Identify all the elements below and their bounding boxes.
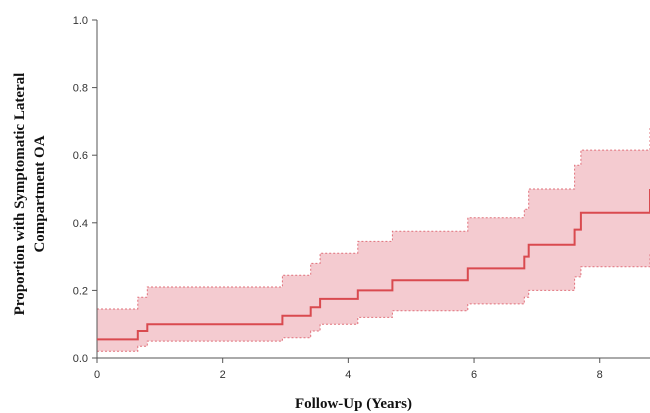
y-tick-label: 1.0 bbox=[73, 15, 88, 27]
tick-marks: 0.0 0.2 0.4 0.6 0.8 1.0 0 2 4 6 8 bbox=[73, 15, 603, 381]
x-tick-label: 4 bbox=[345, 369, 351, 381]
x-tick-label: 0 bbox=[94, 369, 100, 381]
estimate-line bbox=[97, 189, 650, 341]
survival-curve bbox=[97, 189, 650, 341]
ci-band-fill bbox=[97, 126, 650, 352]
y-axis-title-line-1: Proportion with Symptomatic Lateral bbox=[12, 73, 28, 316]
y-tick-label: 0.2 bbox=[73, 285, 88, 297]
ci-lower-line bbox=[97, 253, 650, 352]
confidence-band bbox=[97, 126, 650, 352]
y-axis-title-line-2: Compartment OA bbox=[32, 135, 48, 252]
y-axis-title: Proportion with Symptomatic Lateral Comp… bbox=[12, 73, 48, 316]
x-tick-label: 6 bbox=[471, 369, 477, 381]
y-tick-label: 0.8 bbox=[73, 83, 88, 95]
axes bbox=[96, 20, 650, 359]
x-tick-label: 8 bbox=[597, 369, 603, 381]
x-tick-label: 2 bbox=[220, 369, 226, 381]
x-axis-title: Follow-Up (Years) bbox=[295, 396, 412, 412]
y-tick-label: 0.4 bbox=[73, 218, 88, 230]
y-tick-label: 0.6 bbox=[73, 150, 88, 162]
y-tick-label: 0.0 bbox=[73, 353, 88, 365]
ci-upper-line bbox=[97, 126, 650, 310]
